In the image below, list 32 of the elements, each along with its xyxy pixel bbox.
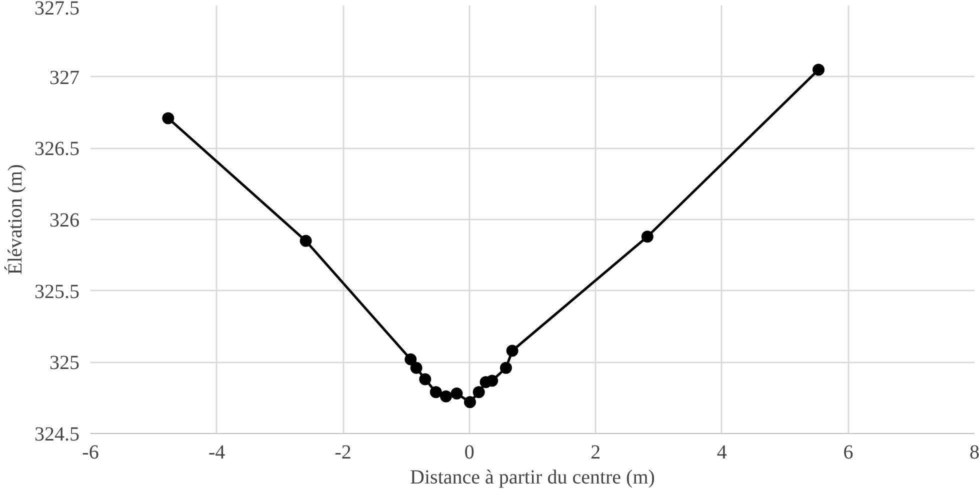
y-tick-label: 325.5 <box>34 280 80 303</box>
point <box>410 362 422 374</box>
y-axis-title: Élévation (m) <box>4 164 26 275</box>
point <box>430 386 442 398</box>
x-tick-label: 6 <box>843 442 854 464</box>
x-tick-label: 4 <box>716 442 727 464</box>
y-tick-label: 327.5 <box>34 0 80 20</box>
point <box>486 374 498 387</box>
point <box>464 396 476 408</box>
point <box>440 390 452 402</box>
point <box>812 64 825 76</box>
y-tick-label: 327 <box>50 66 80 89</box>
y-tick-label: 324.5 <box>34 424 80 446</box>
y-tick-label: 326.5 <box>34 138 80 160</box>
x-tick-label: 0 <box>464 442 474 464</box>
point <box>300 234 312 247</box>
point <box>162 112 174 124</box>
x-tick-label: -6 <box>82 442 99 464</box>
y-tick-label: 326 <box>50 210 80 232</box>
point <box>641 230 654 243</box>
x-tick-label: 8 <box>970 442 979 464</box>
y-tick-label: 325 <box>50 352 80 374</box>
point <box>450 388 463 400</box>
point <box>419 373 432 386</box>
point <box>500 362 512 374</box>
point <box>472 386 485 398</box>
x-tick-label: -2 <box>334 442 352 464</box>
point <box>404 353 417 366</box>
point <box>506 344 518 357</box>
x-tick-label: 2 <box>590 442 601 464</box>
x-tick-label: -4 <box>208 442 226 464</box>
x-axis-title: Distance à partir du centre (m) <box>410 466 655 488</box>
